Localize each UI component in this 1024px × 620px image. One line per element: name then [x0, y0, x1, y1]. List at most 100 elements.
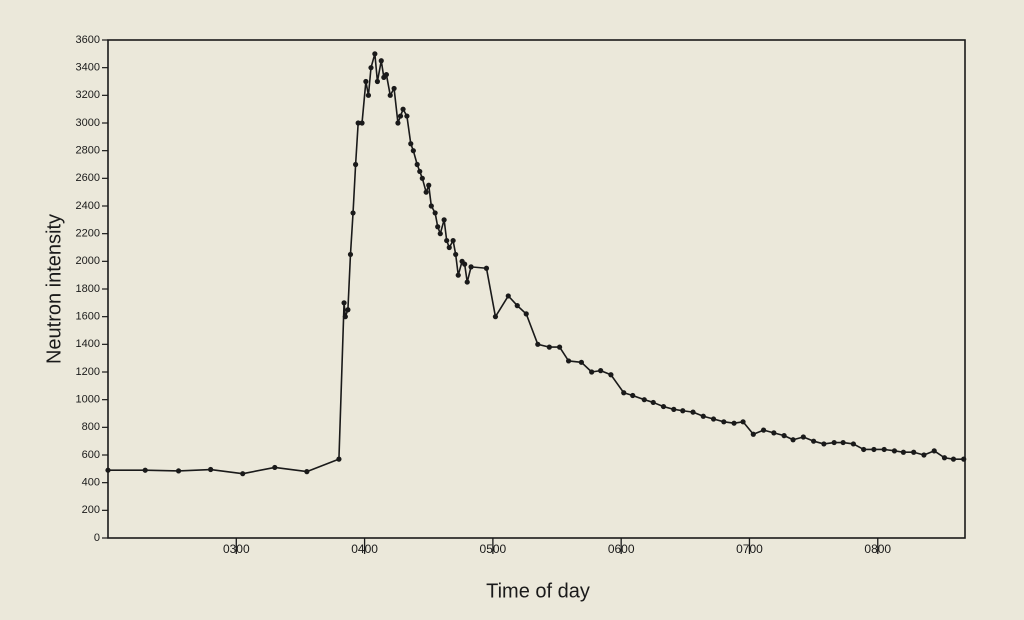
- data-point: [750, 431, 756, 437]
- y-tick-label: 3000: [76, 117, 100, 129]
- data-point: [341, 300, 347, 306]
- data-point: [523, 311, 529, 317]
- data-point: [468, 264, 474, 270]
- data-point: [740, 419, 746, 425]
- data-point: [410, 148, 416, 154]
- data-point: [961, 456, 967, 462]
- data-point: [391, 85, 397, 92]
- data-point: [342, 314, 348, 320]
- data-point: [821, 441, 827, 447]
- data-point: [455, 272, 461, 278]
- y-tick-label: 600: [82, 449, 100, 461]
- data-point: [483, 265, 490, 271]
- data-point: [871, 446, 877, 453]
- data-point: [641, 397, 647, 403]
- y-tick-label: 1000: [76, 394, 100, 406]
- data-point: [437, 231, 443, 237]
- data-point: [428, 203, 434, 209]
- data-point: [208, 466, 214, 473]
- data-point: [240, 471, 246, 477]
- data-point: [690, 409, 696, 415]
- data-point: [589, 369, 595, 375]
- data-point: [608, 372, 614, 378]
- data-point: [492, 314, 499, 320]
- data-point: [345, 307, 351, 313]
- x-axis-label: Time of day: [486, 580, 590, 602]
- data-point: [840, 439, 846, 446]
- y-tick-label: 2400: [76, 200, 100, 212]
- x-tick-label: 0400: [351, 542, 378, 556]
- data-point: [771, 430, 777, 436]
- data-point: [621, 390, 627, 396]
- data-point: [414, 161, 420, 168]
- data-point: [397, 113, 404, 119]
- data-point: [546, 344, 552, 350]
- data-point: [347, 251, 354, 258]
- y-axis-label: Neutron intensity: [43, 214, 65, 364]
- data-point: [444, 237, 450, 244]
- data-point: [336, 456, 342, 462]
- data-point: [861, 446, 867, 453]
- data-point: [363, 78, 369, 85]
- data-point: [272, 464, 278, 471]
- data-point: [700, 413, 706, 419]
- x-tick-label: 0600: [608, 542, 635, 556]
- data-point: [359, 120, 365, 126]
- data-point: [535, 341, 541, 347]
- data-point: [598, 368, 604, 374]
- data-point: [368, 65, 374, 71]
- data-point: [921, 452, 927, 458]
- data-point: [464, 279, 470, 285]
- data-point: [850, 441, 856, 447]
- data-point: [881, 446, 887, 453]
- data-point: [731, 420, 737, 426]
- data-point: [505, 293, 511, 299]
- data-point: [175, 468, 182, 474]
- data-point: [453, 251, 459, 258]
- data-point: [432, 210, 438, 216]
- data-point: [931, 448, 937, 454]
- data-point: [578, 359, 585, 365]
- y-tick-label: 3600: [76, 34, 100, 46]
- data-point: [660, 403, 667, 410]
- data-point: [365, 92, 372, 98]
- data-point: [374, 78, 381, 85]
- y-tick-label: 3200: [76, 89, 100, 101]
- data-point: [710, 416, 717, 422]
- x-tick-label: 0800: [864, 542, 891, 556]
- data-point: [353, 161, 359, 168]
- y-tick-label: 2800: [76, 145, 100, 157]
- y-tick-label: 1200: [76, 366, 100, 378]
- data-point: [900, 449, 907, 455]
- data-point: [721, 419, 727, 425]
- data-point: [419, 175, 425, 181]
- x-tick-label: 0700: [736, 542, 763, 556]
- data-point: [408, 141, 414, 147]
- y-tick-label: 200: [82, 504, 100, 516]
- data-point: [831, 439, 837, 446]
- data-point: [417, 168, 423, 175]
- data-point: [383, 71, 389, 78]
- data-point: [378, 58, 384, 64]
- data-point: [105, 467, 111, 473]
- y-tick-label: 1600: [76, 311, 100, 323]
- y-tick-label: 1400: [76, 338, 100, 350]
- y-tick-label: 800: [82, 421, 100, 433]
- data-point: [781, 433, 787, 439]
- data-point: [514, 303, 520, 309]
- y-tick-label: 2200: [76, 228, 100, 240]
- data-point: [395, 120, 401, 126]
- data-point: [790, 437, 796, 443]
- data-point: [760, 427, 767, 433]
- data-point: [891, 448, 898, 454]
- data-point: [446, 244, 452, 251]
- x-tick-label: 0500: [480, 542, 507, 556]
- data-point: [450, 237, 456, 244]
- data-point: [462, 261, 468, 267]
- data-point: [630, 392, 636, 399]
- y-tick-label: 0: [94, 532, 100, 544]
- x-tick-label: 0300: [223, 542, 250, 556]
- data-point: [304, 469, 310, 475]
- y-tick-label: 1800: [76, 283, 100, 295]
